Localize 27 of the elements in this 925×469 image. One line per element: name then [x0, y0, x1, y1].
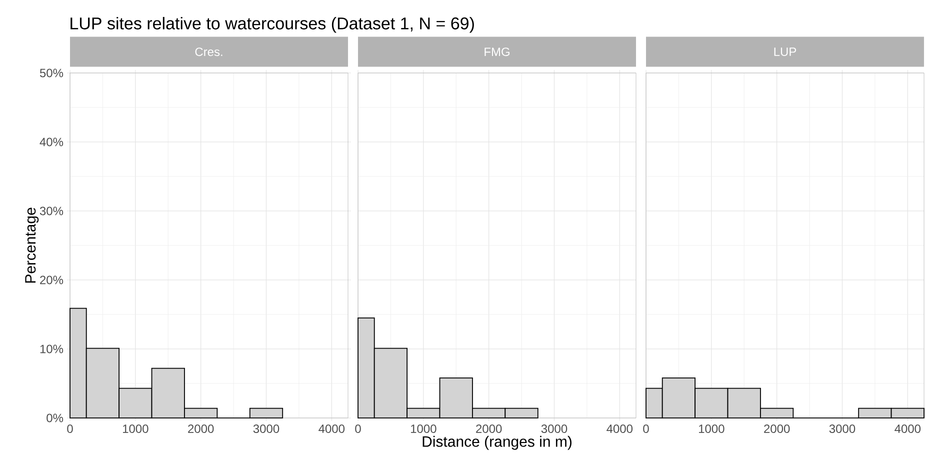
x-tick-label: 2000	[764, 424, 790, 434]
x-tick-label: 4000	[894, 424, 921, 434]
x-tick-label: 1000	[122, 424, 148, 434]
chart-title: LUP sites relative to watercourses (Dataset 1, N = 69)	[70, 16, 474, 33]
x-tick-label: 4000	[318, 424, 345, 434]
y-tick-label: 50%	[40, 68, 64, 78]
y-tick-label: 10%	[40, 344, 64, 354]
x-tick-label: 3000	[253, 424, 280, 434]
x-tick-label: 0	[643, 424, 649, 434]
x-tick-label: 3000	[829, 424, 856, 434]
y-axis-title: Percentage	[25, 208, 39, 283]
y-tick-label: 30%	[40, 206, 64, 216]
y-tick-label: 40%	[40, 138, 64, 146]
x-tick-label: 1000	[410, 424, 436, 434]
x-tick-label: 4000	[606, 424, 633, 434]
y-tick-label: 0%	[46, 414, 64, 422]
chart-subtitle: FMG	[484, 48, 510, 56]
x-axis-title: Distance (ranges in m)	[422, 436, 572, 450]
x-tick-label: 2000	[476, 424, 502, 434]
x-tick-label: 1000	[698, 424, 724, 434]
y-tick-label: 20%	[40, 276, 64, 284]
x-tick-label: 0	[355, 424, 361, 434]
x-tick-label: 3000	[541, 424, 568, 434]
x-tick-label: 0	[67, 424, 73, 434]
x-tick-label: 2000	[188, 424, 214, 434]
chart-subtitle: Cres.	[195, 48, 222, 56]
chart-subtitle: LUP	[774, 48, 796, 56]
